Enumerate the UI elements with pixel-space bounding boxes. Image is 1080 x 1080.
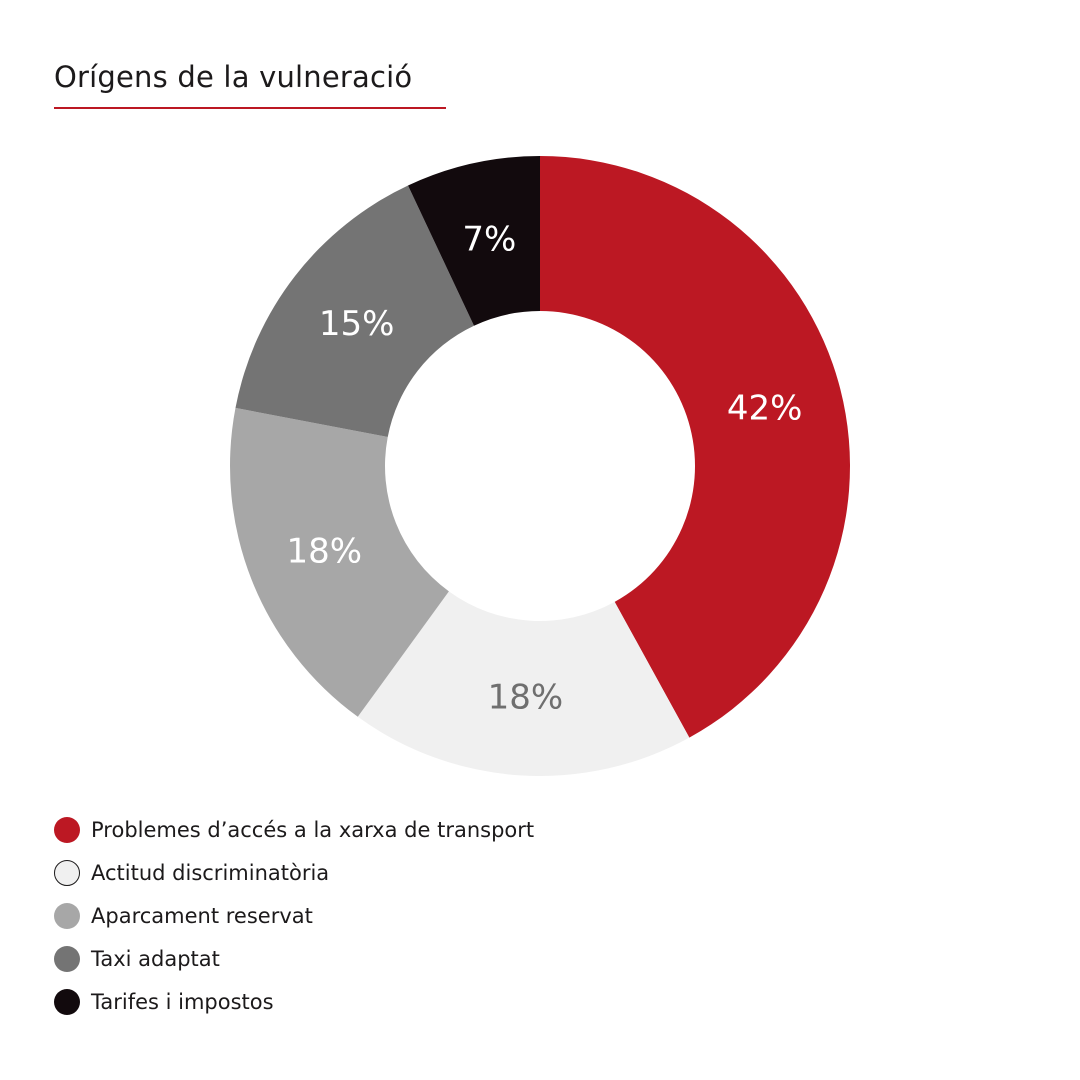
slice-percent-label: 15% xyxy=(319,304,395,344)
donut-slice xyxy=(235,185,475,437)
donut-slice xyxy=(540,156,850,738)
legend-label: Tarifes i impostos xyxy=(91,989,274,1014)
legend-swatch xyxy=(54,859,80,886)
legend-label: Taxi adaptat xyxy=(91,946,220,971)
title-underline xyxy=(54,107,446,109)
slice-percent-label: 18% xyxy=(287,531,363,571)
chart-title: Orígens de la vulneració xyxy=(54,60,413,94)
legend-swatch xyxy=(54,902,80,929)
donut-labels: 42% 18% 18% 15% 7% xyxy=(287,220,803,718)
slice-percent-label: 42% xyxy=(727,388,803,428)
legend-swatch xyxy=(54,945,80,972)
legend-item: Problemes d’accés a la xarxa de transpor… xyxy=(54,808,534,851)
legend-item: Taxi adaptat xyxy=(54,937,534,980)
slice-percent-label: 18% xyxy=(488,678,564,718)
donut-slice xyxy=(408,156,540,326)
legend-label: Actitud discriminatòria xyxy=(91,860,330,885)
legend: Problemes d’accés a la xarxa de transpor… xyxy=(54,808,534,1023)
legend-swatch xyxy=(54,816,80,843)
legend-swatch xyxy=(54,988,80,1015)
legend-item: Aparcament reservat xyxy=(54,894,534,937)
legend-label: Problemes d’accés a la xarxa de transpor… xyxy=(91,817,535,842)
donut-slice xyxy=(357,591,690,777)
legend-item: Actitud discriminatòria xyxy=(54,851,534,894)
donut-slice xyxy=(229,407,449,717)
donut-slices xyxy=(229,156,850,777)
slice-percent-label: 7% xyxy=(462,220,516,260)
legend-item: Tarifes i impostos xyxy=(54,980,534,1023)
legend-label: Aparcament reservat xyxy=(91,903,313,928)
